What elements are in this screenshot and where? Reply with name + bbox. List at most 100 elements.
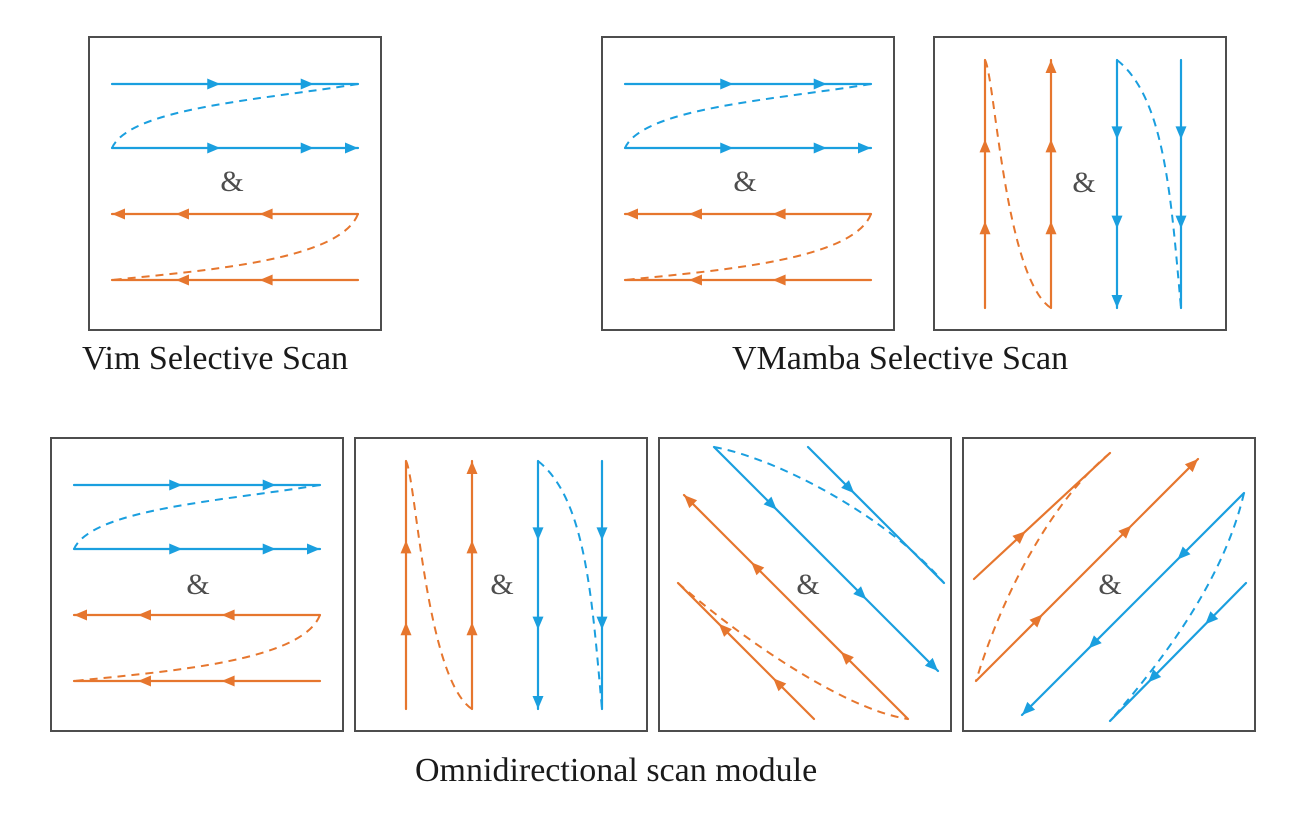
- scan-return-curve: [975, 452, 1111, 682]
- scan-return-curve: [713, 446, 945, 584]
- arrowhead: [772, 274, 786, 286]
- scan-return-curve: [677, 582, 909, 720]
- scan-return-curve: [984, 59, 1052, 309]
- arrowhead: [532, 696, 544, 709]
- arrowhead: [1012, 531, 1026, 544]
- arrowhead: [262, 479, 276, 491]
- vim-horizontal-scan-panel: &: [88, 36, 382, 331]
- arrowhead: [813, 142, 827, 154]
- arrowhead: [688, 274, 702, 286]
- arrowhead: [1111, 126, 1123, 140]
- arrowhead: [1045, 139, 1057, 153]
- arrowhead: [169, 543, 183, 555]
- arrowhead: [532, 527, 544, 541]
- arrowhead: [221, 609, 235, 621]
- omni-caption: Omnidirectional scan module: [415, 752, 818, 789]
- scan-line: [676, 581, 816, 721]
- ampersand: &: [220, 165, 244, 198]
- arrowhead: [718, 623, 732, 637]
- arrowhead: [466, 622, 478, 636]
- arrowhead: [772, 208, 786, 220]
- ampersand: &: [733, 165, 757, 198]
- vmamba-vertical-scan-panel: &: [933, 36, 1227, 331]
- arrowhead: [1088, 635, 1102, 649]
- arrowhead: [813, 78, 827, 90]
- arrowhead: [207, 142, 221, 154]
- arrowhead: [979, 139, 991, 153]
- arrowhead: [307, 543, 320, 555]
- arrowhead: [1184, 459, 1198, 473]
- arrowhead: [207, 78, 221, 90]
- arrowhead: [262, 543, 276, 555]
- arrowhead: [763, 496, 777, 510]
- scan-diagram: [972, 451, 1248, 723]
- scan-line: [1020, 491, 1246, 717]
- scan-diagram: [72, 479, 322, 687]
- arrowhead: [300, 78, 314, 90]
- arrowhead: [1148, 669, 1162, 683]
- arrowhead: [175, 208, 189, 220]
- scan-line: [1108, 581, 1248, 723]
- arrowhead: [1205, 611, 1219, 625]
- omni-horizontal-scan-panel: &: [50, 437, 344, 732]
- ampersand: &: [1072, 166, 1096, 199]
- arrowhead: [1175, 215, 1187, 229]
- arrowhead: [840, 651, 854, 665]
- vmamba-caption: VMamba Selective Scan: [732, 340, 1069, 377]
- arrowhead: [1111, 295, 1123, 308]
- arrowhead: [1175, 126, 1187, 140]
- arrowhead: [1045, 60, 1057, 73]
- ampersand: &: [1098, 568, 1122, 601]
- arrowhead: [684, 495, 698, 509]
- scan-diagram: [110, 78, 360, 286]
- scan-line: [682, 493, 910, 721]
- arrowhead: [924, 657, 938, 671]
- omni-vertical-scan-panel: &: [354, 437, 648, 732]
- omni-anti-diagonal-scan-panel: &: [962, 437, 1256, 732]
- scan-diagram: [400, 459, 608, 711]
- scan-return-curve: [1109, 492, 1245, 722]
- scan-return-curve: [73, 484, 321, 550]
- arrowhead: [853, 586, 867, 600]
- arrowhead: [596, 616, 608, 630]
- arrowhead: [773, 678, 787, 692]
- ampersand: &: [796, 568, 820, 601]
- arrowhead: [1045, 221, 1057, 235]
- arrowhead: [175, 274, 189, 286]
- arrowhead: [466, 461, 478, 474]
- arrowhead: [400, 540, 412, 554]
- vmamba-horizontal-scan-panel: &: [601, 36, 895, 331]
- arrowhead: [259, 274, 273, 286]
- scan-return-curve: [111, 213, 359, 281]
- omni-diagonal-scan-panel: &: [658, 437, 952, 732]
- ampersand: &: [186, 568, 210, 601]
- scan-line: [972, 451, 1112, 581]
- scan-line: [712, 445, 940, 673]
- scan-return-curve: [111, 83, 359, 149]
- vim-caption: Vim Selective Scan: [82, 340, 349, 377]
- arrowhead: [400, 622, 412, 636]
- arrowhead: [751, 562, 765, 576]
- arrowhead: [221, 675, 235, 687]
- arrowhead: [74, 609, 87, 621]
- arrowhead: [1022, 701, 1036, 715]
- arrowhead: [979, 221, 991, 235]
- arrowhead: [1029, 614, 1043, 628]
- arrowhead: [1177, 546, 1191, 560]
- scan-return-curve: [537, 460, 603, 710]
- arrowhead: [1118, 525, 1132, 539]
- scan-return-curve: [405, 460, 473, 710]
- arrowhead: [596, 527, 608, 541]
- arrowhead: [841, 480, 855, 494]
- arrowhead: [300, 142, 314, 154]
- arrowhead: [625, 208, 638, 220]
- scan-diagram: [979, 58, 1187, 310]
- arrowhead: [137, 675, 151, 687]
- arrowhead: [688, 208, 702, 220]
- scan-return-curve: [624, 213, 872, 281]
- scan-return-curve: [73, 614, 321, 682]
- scan-return-curve: [1116, 59, 1182, 309]
- scan-line: [974, 457, 1200, 683]
- arrowhead: [720, 142, 734, 154]
- ampersand: &: [490, 568, 514, 601]
